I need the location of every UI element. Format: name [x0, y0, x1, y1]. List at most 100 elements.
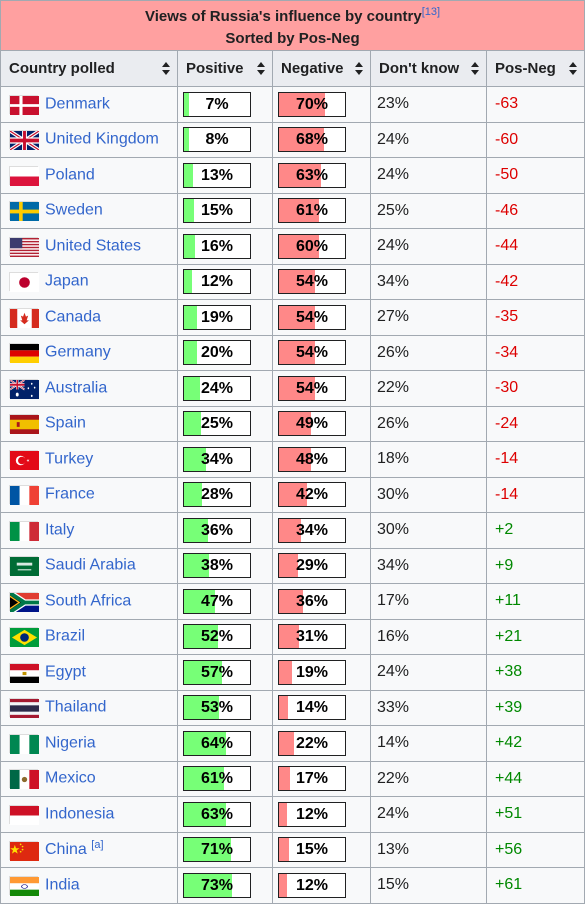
country-link-canada[interactable]: Canada — [45, 308, 102, 326]
column-header-country[interactable]: Country polled — [0, 50, 178, 87]
dont-know-cell: 22% — [370, 760, 487, 797]
country-link-saudi-arabia[interactable]: Saudi Arabia — [45, 556, 136, 574]
negative-bar-fill — [279, 341, 315, 365]
negative-cell: 54% — [272, 370, 371, 407]
negative-bar-fill — [279, 447, 311, 471]
negative-cell: 36% — [272, 583, 371, 620]
pos-neg-cell: -30 — [485, 370, 585, 407]
negative-value: 70% — [295, 95, 329, 113]
positive-bar-fill — [184, 234, 195, 258]
table-row: Canada 19% 54% 27% -35 — [0, 299, 585, 336]
country-link-china[interactable]: China — [45, 841, 87, 859]
country-link-italy[interactable]: Italy — [45, 521, 75, 539]
country-link-spain[interactable]: Spain — [45, 414, 86, 432]
country-link-south-africa[interactable]: South Africa — [45, 592, 132, 610]
sort-icon[interactable] — [257, 62, 265, 75]
positive-cell: 71% — [177, 831, 273, 868]
table-row: Spain 25% 49% 26% -24 — [0, 405, 585, 442]
column-header-pos-neg[interactable]: Pos-Neg — [485, 50, 585, 87]
negative-value: 68% — [295, 131, 329, 149]
country-link-poland[interactable]: Poland — [45, 166, 95, 184]
sort-icon[interactable] — [471, 62, 479, 75]
negative-cell: 60% — [272, 228, 371, 265]
caption-reference-link[interactable]: [13] — [421, 6, 441, 18]
pos-neg-cell: +11 — [485, 583, 585, 620]
negative-bar: 22% — [278, 730, 346, 756]
country-link-united-kingdom[interactable]: United Kingdom — [45, 130, 159, 148]
saudi-arabia-flag-icon — [9, 556, 39, 577]
column-header-positive[interactable]: Positive — [177, 50, 273, 87]
negative-cell: 70% — [272, 86, 371, 123]
positive-cell: 53% — [177, 689, 273, 726]
table-row: Brazil 52% 31% 16% +21 — [0, 618, 585, 655]
negative-bar-fill — [279, 696, 289, 720]
country-cell: Egypt — [0, 654, 178, 691]
country-link-turkey[interactable]: Turkey — [45, 450, 94, 468]
pos-neg-cell: +38 — [485, 654, 585, 691]
positive-cell: 7% — [177, 86, 273, 123]
country-link-france[interactable]: France — [45, 485, 95, 503]
country-link-egypt[interactable]: Egypt — [45, 663, 86, 681]
country-link-japan[interactable]: Japan — [45, 272, 89, 290]
positive-bar: 28% — [183, 482, 251, 508]
negative-bar: 68% — [278, 127, 346, 153]
negative-bar-fill — [279, 128, 324, 152]
country-link-thailand[interactable]: Thailand — [45, 698, 107, 716]
negative-bar: 29% — [278, 553, 346, 579]
sort-icon[interactable] — [162, 62, 170, 75]
country-cell: Australia — [0, 370, 178, 407]
country-link-nigeria[interactable]: Nigeria — [45, 734, 96, 752]
country-link-mexico[interactable]: Mexico — [45, 769, 96, 787]
negative-bar: 60% — [278, 233, 346, 259]
table-row: Thailand 53% 14% 33% +39 — [0, 689, 585, 726]
column-header-negative[interactable]: Negative — [272, 50, 371, 87]
negative-cell: 61% — [272, 192, 371, 229]
pos-neg-cell: +42 — [485, 725, 585, 762]
negative-bar: 42% — [278, 482, 346, 508]
china-flag-icon — [9, 841, 39, 862]
country-link-brazil[interactable]: Brazil — [45, 627, 86, 645]
country-link-india[interactable]: India — [45, 876, 80, 894]
negative-bar: 54% — [278, 269, 346, 295]
negative-bar-fill — [279, 731, 294, 755]
positive-bar: 19% — [183, 304, 251, 330]
dont-know-cell: 24% — [370, 654, 487, 691]
country-link-sweden[interactable]: Sweden — [45, 201, 103, 219]
sort-icon[interactable] — [569, 62, 578, 75]
country-cell: South Africa — [0, 583, 178, 620]
country-link-germany[interactable]: Germany — [45, 343, 111, 361]
negative-value: 42% — [295, 486, 329, 504]
turkey-flag-icon — [9, 449, 39, 470]
column-header-dont-know[interactable]: Don't know — [370, 50, 487, 87]
country-link-australia[interactable]: Australia — [45, 379, 108, 397]
footnote-link[interactable]: [a] — [91, 839, 104, 852]
positive-cell: 52% — [177, 618, 273, 655]
country-link-united-states[interactable]: United States — [45, 237, 142, 255]
negative-value: 15% — [295, 841, 329, 859]
positive-value: 47% — [200, 592, 234, 610]
positive-bar-fill — [184, 731, 227, 755]
negative-bar: 48% — [278, 446, 346, 472]
positive-bar: 8% — [183, 127, 251, 153]
positive-bar: 47% — [183, 588, 251, 614]
positive-bar: 63% — [183, 801, 251, 827]
negative-bar: 54% — [278, 304, 346, 330]
country-link-denmark[interactable]: Denmark — [45, 95, 110, 113]
positive-value: 61% — [200, 770, 234, 788]
negative-value: 36% — [295, 592, 329, 610]
japan-flag-icon — [9, 272, 39, 293]
positive-bar: 16% — [183, 233, 251, 259]
table-row: Italy 36% 34% 30% +2 — [0, 512, 585, 549]
positive-cell: 16% — [177, 228, 273, 265]
country-cell: China [a] — [0, 831, 178, 868]
sort-icon[interactable] — [355, 62, 363, 75]
country-link-indonesia[interactable]: Indonesia — [45, 805, 115, 823]
positive-bar: 38% — [183, 553, 251, 579]
positive-value: 20% — [200, 344, 234, 362]
country-cell: Brazil — [0, 618, 178, 655]
dont-know-cell: 26% — [370, 334, 487, 371]
positive-bar-fill — [184, 447, 207, 471]
column-header-label: Don't know — [379, 60, 460, 77]
negative-bar-fill — [279, 625, 300, 649]
positive-bar: 53% — [183, 695, 251, 721]
